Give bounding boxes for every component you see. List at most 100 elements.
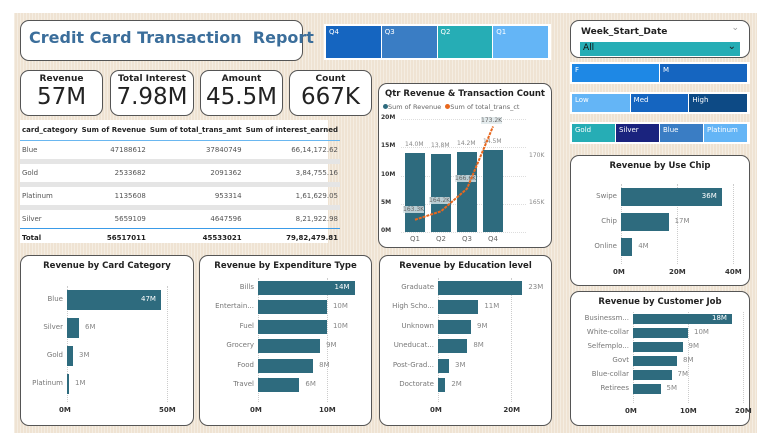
bar-food[interactable]: [258, 358, 314, 373]
bar-blue[interactable]: [67, 290, 161, 310]
bar-unknown[interactable]: [438, 319, 471, 334]
x-tick-label: 20M: [503, 406, 521, 414]
bar-bluecollar[interactable]: [633, 370, 672, 380]
chart-title: Qtr Revenue & Transaction Count: [384, 89, 545, 99]
slicer-tile-m[interactable]: M: [660, 64, 747, 82]
legend-marker-icon: [445, 104, 451, 109]
y-tick-label: 5M: [381, 198, 392, 206]
bar-postgrad[interactable]: [438, 358, 449, 373]
x-tick-label: 0M: [430, 406, 442, 414]
bar-doctorate[interactable]: [438, 378, 446, 393]
slicer-tile-f[interactable]: F: [572, 64, 659, 82]
bar-retirees[interactable]: [633, 384, 661, 394]
data-label: 5M: [666, 384, 678, 392]
bar-highscho[interactable]: [438, 300, 479, 315]
slicer-tile-q1[interactable]: Q1: [493, 26, 548, 58]
revenue-bar-q4[interactable]: [483, 150, 503, 232]
chevron-down-icon[interactable]: ⌄: [731, 23, 739, 33]
bar-selfemplo[interactable]: [633, 342, 683, 352]
week-dropdown-value: All: [583, 43, 595, 53]
table-cell: 2533682: [79, 159, 148, 185]
revenue-bar-q2[interactable]: [431, 154, 451, 232]
data-label: 9M: [477, 321, 488, 330]
bar-silver[interactable]: [67, 318, 79, 338]
income-slicer[interactable]: Low Med High: [570, 92, 750, 114]
slicer-tile-q4[interactable]: Q4: [326, 26, 381, 58]
bar-platinum[interactable]: [67, 374, 69, 394]
count-data-label: 163.3K: [403, 205, 425, 213]
table-row: Silver 5659109 4647596 8,21,922.98: [20, 205, 340, 229]
chart-title: Revenue by Use Chip: [609, 161, 711, 171]
slicer-tile-low[interactable]: Low: [572, 94, 630, 112]
chevron-down-icon[interactable]: ⌄: [727, 41, 736, 52]
table-cell: 953314: [147, 182, 244, 208]
bar-travel[interactable]: [258, 378, 300, 393]
slicer-tile-med[interactable]: Med: [630, 94, 689, 112]
kpi-label: Count: [315, 74, 346, 84]
category-label: Uneducat...: [393, 341, 434, 350]
data-label: 4M: [638, 241, 649, 250]
bar-businessm[interactable]: [633, 314, 732, 324]
bar-swipe[interactable]: [621, 187, 722, 206]
category-label: Selfemplo...: [587, 342, 629, 350]
y-tick-label: 0M: [381, 227, 392, 234]
bar-bills[interactable]: [258, 280, 355, 295]
revenue-data-label: 13.8M: [431, 142, 450, 150]
table-row: Blue 47188612 37840749 66,14,172.62: [20, 140, 340, 162]
x-tick-label: Q4: [488, 235, 498, 243]
table-total-cell: 56517011: [79, 228, 148, 247]
table-total-row: Total 56517011 45533021 79,82,479.81: [20, 228, 340, 247]
table-cell: Platinum: [20, 182, 80, 208]
kpi-label: Total Interest: [117, 74, 187, 84]
column-header[interactable]: Sum of interest_earned: [245, 126, 338, 134]
gridline: [733, 184, 734, 264]
category-label: Swipe: [596, 191, 617, 200]
kpi-value: 45.5M: [205, 84, 278, 110]
gridline: [511, 278, 513, 402]
x-tick-label: 10M: [318, 406, 336, 414]
slicer-tile-silver[interactable]: Silver: [616, 124, 659, 142]
week-start-date-slicer[interactable]: Week_Start_Date ⌄ All ⌄: [570, 20, 750, 58]
bar-graduate[interactable]: [438, 280, 523, 295]
table-cell: 66,14,172.62: [243, 140, 340, 162]
data-label: 6M: [305, 380, 316, 389]
bar-uneducat[interactable]: [438, 339, 468, 354]
table-cell: 1,61,629.05: [243, 182, 340, 208]
bar-fuel[interactable]: [258, 319, 327, 334]
column-header[interactable]: Sum of Revenue: [81, 126, 146, 134]
slicer-tile-gold[interactable]: Gold: [572, 124, 615, 142]
bar-entertain[interactable]: [258, 300, 327, 315]
revenue-bar-q1[interactable]: [405, 152, 425, 232]
kpi-card-revenue: Revenue 57M: [20, 70, 103, 116]
bar-whitecollar[interactable]: [633, 328, 688, 338]
bar-gold[interactable]: [67, 346, 73, 366]
slicer-tile-platinum[interactable]: Platinum: [704, 124, 747, 142]
bar-govt[interactable]: [633, 356, 677, 366]
data-label: 2M: [451, 380, 462, 389]
slicer-tile-blue[interactable]: Blue: [660, 124, 703, 142]
x-tick-label: 0M: [59, 406, 71, 414]
slicer-tile-high[interactable]: High: [689, 94, 748, 112]
x-tick-label: 10M: [680, 407, 697, 415]
table-cell: 4647596: [147, 205, 244, 229]
bar-online[interactable]: [621, 237, 633, 256]
revenue-by-use-chip-chart: Revenue by Use Chip 0M 20M 40M Swipe 36M Chip 1…: [570, 155, 750, 286]
column-header[interactable]: Sum of total_trans_amt: [149, 126, 242, 134]
quarter-slicer[interactable]: Q4 Q3 Q2 Q1: [324, 24, 551, 60]
revenue-data-label: 14.5M: [483, 138, 502, 146]
week-dropdown[interactable]: All ⌄: [580, 41, 740, 56]
revenue-bar-q3[interactable]: [457, 151, 477, 232]
data-label: 6M: [85, 323, 96, 331]
data-label: 18M: [712, 314, 727, 322]
table-cell: 47188612: [79, 140, 148, 162]
card-category-slicer[interactable]: Gold Silver Blue Platinum: [570, 122, 750, 144]
bar-chip[interactable]: [621, 212, 669, 231]
gridline: [677, 184, 678, 264]
slicer-tile-q2[interactable]: Q2: [437, 26, 493, 58]
legend-marker-icon: [383, 104, 388, 109]
bar-grocery[interactable]: [258, 339, 321, 354]
column-header[interactable]: card_category: [22, 126, 78, 134]
kpi-card-amount: Amount 45.5M: [200, 70, 283, 116]
slicer-tile-q3[interactable]: Q3: [381, 26, 437, 58]
